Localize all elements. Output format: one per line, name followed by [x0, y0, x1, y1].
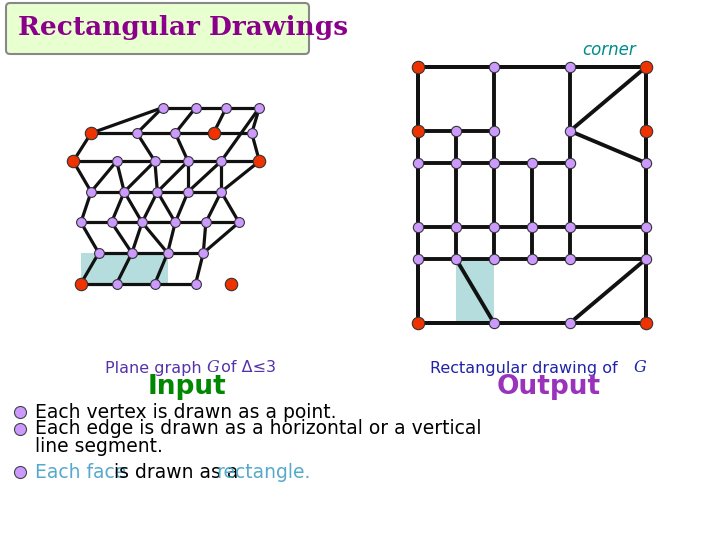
- Point: [106, 218, 117, 227]
- Text: Rectangular Drawings: Rectangular Drawings: [18, 16, 348, 40]
- Text: Each face: Each face: [35, 462, 126, 482]
- Point: [200, 218, 212, 227]
- Point: [640, 127, 652, 136]
- Text: Each vertex is drawn as a point.: Each vertex is drawn as a point.: [35, 402, 336, 422]
- Point: [225, 279, 237, 288]
- Text: Output: Output: [497, 374, 601, 400]
- Point: [564, 255, 576, 264]
- Point: [215, 157, 227, 166]
- Point: [413, 319, 424, 327]
- Text: Rectangular drawing of: Rectangular drawing of: [430, 361, 623, 375]
- Point: [111, 279, 122, 288]
- Point: [169, 129, 181, 138]
- Point: [152, 187, 163, 196]
- Point: [131, 129, 143, 138]
- Point: [526, 159, 538, 167]
- Point: [450, 159, 462, 167]
- Point: [564, 127, 576, 136]
- Point: [68, 157, 79, 166]
- Point: [14, 408, 26, 416]
- Point: [149, 157, 161, 166]
- Point: [640, 63, 652, 71]
- Point: [564, 319, 576, 327]
- Point: [93, 249, 104, 258]
- Point: [253, 103, 265, 112]
- Text: rectangle.: rectangle.: [216, 462, 310, 482]
- Point: [14, 424, 26, 433]
- Point: [640, 159, 652, 167]
- Point: [526, 255, 538, 264]
- Point: [119, 187, 130, 196]
- Point: [162, 249, 174, 258]
- Text: corner: corner: [582, 41, 636, 59]
- Point: [14, 468, 26, 476]
- Text: Input: Input: [148, 374, 227, 400]
- Point: [220, 103, 232, 112]
- Point: [564, 63, 576, 71]
- Point: [450, 127, 462, 136]
- Point: [488, 319, 500, 327]
- Point: [526, 222, 538, 231]
- Point: [169, 218, 181, 227]
- Point: [215, 187, 227, 196]
- Point: [190, 103, 202, 112]
- Point: [86, 187, 97, 196]
- Point: [197, 249, 209, 258]
- Text: G: G: [634, 360, 647, 376]
- Polygon shape: [81, 253, 168, 284]
- Text: Plane graph: Plane graph: [105, 361, 207, 375]
- Point: [253, 157, 265, 166]
- Point: [75, 279, 86, 288]
- Point: [111, 157, 122, 166]
- Point: [413, 255, 424, 264]
- Point: [157, 103, 168, 112]
- Point: [126, 249, 138, 258]
- Point: [640, 319, 652, 327]
- Point: [488, 63, 500, 71]
- Point: [564, 222, 576, 231]
- Text: Each edge is drawn as a horizontal or a vertical: Each edge is drawn as a horizontal or a …: [35, 420, 482, 438]
- Point: [488, 159, 500, 167]
- Point: [246, 129, 258, 138]
- Point: [208, 129, 220, 138]
- Point: [182, 187, 194, 196]
- Point: [413, 222, 424, 231]
- Text: of Δ≤3: of Δ≤3: [216, 361, 276, 375]
- Text: line segment.: line segment.: [35, 437, 163, 456]
- Point: [75, 218, 86, 227]
- Point: [488, 255, 500, 264]
- Point: [413, 63, 424, 71]
- Point: [233, 218, 245, 227]
- Point: [640, 255, 652, 264]
- FancyBboxPatch shape: [6, 3, 309, 54]
- Text: G: G: [207, 360, 220, 376]
- Point: [564, 159, 576, 167]
- Point: [86, 129, 97, 138]
- Point: [149, 279, 161, 288]
- Point: [413, 159, 424, 167]
- Point: [190, 279, 202, 288]
- Bar: [418, 67, 646, 323]
- Point: [136, 218, 148, 227]
- Text: is drawn as a: is drawn as a: [108, 462, 244, 482]
- Point: [182, 157, 194, 166]
- Point: [450, 222, 462, 231]
- Point: [640, 222, 652, 231]
- Point: [450, 255, 462, 264]
- Point: [488, 222, 500, 231]
- Polygon shape: [456, 259, 494, 323]
- Point: [488, 127, 500, 136]
- Point: [413, 127, 424, 136]
